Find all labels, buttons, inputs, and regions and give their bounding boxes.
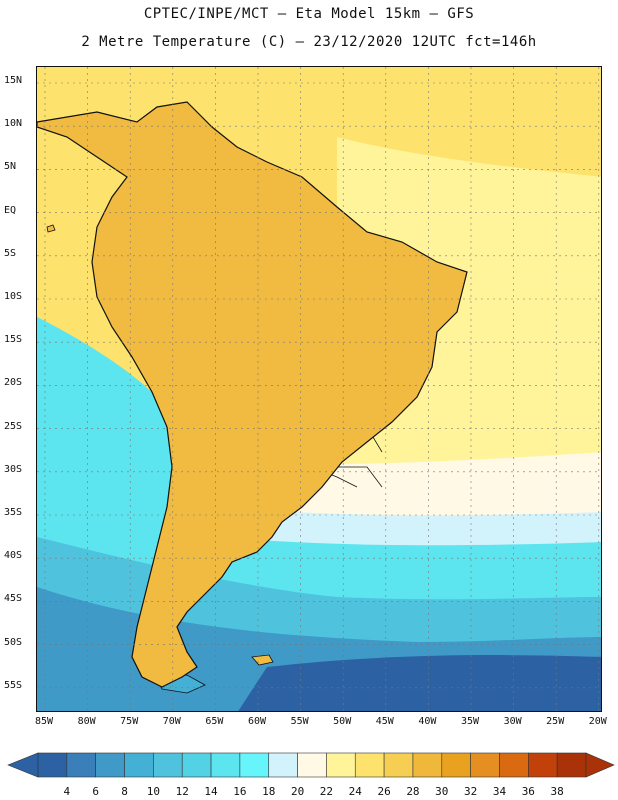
colorbar-tick-label: 8 — [121, 785, 128, 798]
colorbar-swatch — [528, 752, 558, 778]
colorbar-swatch — [297, 752, 327, 778]
lat-lon-graticule — [37, 67, 601, 711]
latitude-tick-label: 45S — [4, 593, 23, 605]
temperature-map — [37, 67, 601, 711]
latitude-tick-label: 30S — [4, 463, 23, 475]
colorbar-tick-label: 36 — [521, 785, 535, 798]
longitude-tick-label: 80W — [77, 716, 96, 727]
longitude-tick-label: 45W — [375, 716, 394, 727]
latitude-tick-label: 35S — [4, 507, 23, 518]
colorbar-swatch — [66, 752, 96, 778]
latitude-tick-label: EQ — [4, 204, 17, 216]
colorbar-tick-label: 26 — [377, 785, 391, 798]
longitude-tick-label: 65W — [205, 716, 224, 727]
colorbar-tick-label: 34 — [492, 785, 507, 798]
colorbar-tick-label: 16 — [233, 785, 247, 798]
ocean-deepest-band — [238, 655, 601, 711]
colorbar-tick-label: 30 — [435, 785, 449, 798]
colorbar-swatch — [556, 752, 587, 778]
colorbar-swatch — [210, 752, 241, 778]
longitude-tick-label: 55W — [290, 716, 309, 727]
longitude-tick-label: 20W — [588, 716, 607, 727]
longitude-tick-label: 85W — [34, 716, 54, 727]
longitude-tick-label: 70W — [162, 716, 181, 727]
latitude-tick-label: 10S — [4, 291, 23, 302]
latitude-tick-label: 5N — [4, 161, 17, 173]
colorbar-swatch — [124, 752, 154, 778]
colorbar-max-arrow — [585, 752, 615, 778]
falkland-islands — [251, 654, 274, 666]
map-subtitle: 2 Metre Temperature (C) – 23/12/2020 12U… — [81, 34, 537, 50]
colorbar-swatch — [470, 752, 500, 778]
colorbar-swatch — [354, 752, 385, 778]
latitude-tick-label: 5S — [4, 247, 17, 259]
colorbar-swatch — [153, 752, 183, 778]
colorbar-tick-label: 12 — [175, 785, 189, 798]
map-panel[interactable] — [36, 66, 602, 712]
colorbar-tick-label: 32 — [464, 785, 478, 798]
colorbar-tick-label: 22 — [319, 785, 334, 798]
latitude-tick-label: 20S — [4, 377, 23, 389]
colorbar-tick-label: 4 — [63, 785, 71, 798]
latitude-tick-label: 15S — [4, 334, 23, 346]
colorbar-swatch — [181, 752, 212, 778]
colorbar-swatch — [268, 752, 298, 778]
latitude-tick-label: 40S — [4, 550, 23, 562]
colorbar-swatch — [326, 752, 356, 778]
colorbar-tick-label: 24 — [348, 785, 362, 798]
latitude-tick-label: 55S — [4, 679, 23, 691]
colorbar-swatch — [239, 752, 270, 778]
map-title: CPTEC/INPE/MCT – Eta Model 15km – GFS — [143, 6, 475, 22]
latitude-tick-label: 15N — [4, 75, 23, 86]
latitude-tick-label: 10N — [4, 118, 23, 130]
longitude-tick-label: 75W — [120, 716, 139, 727]
colorbar-swatch — [37, 752, 68, 778]
longitude-tick-label: 30W — [503, 716, 522, 727]
longitude-tick-label: 60W — [247, 716, 267, 727]
colorbar-min-arrow — [7, 752, 39, 778]
colorbar-tick-label: 14 — [204, 785, 218, 798]
colorbar-swatch — [499, 752, 529, 778]
temperature-colorbar — [7, 752, 615, 778]
colorbar-swatch — [441, 752, 471, 778]
colorbar-tick-label: 20 — [290, 785, 305, 798]
longitude-tick-label: 40W — [418, 716, 437, 727]
colorbar-tick-label: 6 — [92, 785, 99, 798]
galapagos-islands — [46, 224, 56, 233]
colorbar-swatch — [412, 752, 443, 778]
colorbar-tick-label: 28 — [406, 785, 420, 798]
longitude-tick-label: 35W — [460, 716, 480, 727]
colorbar-tick-label: 10 — [146, 785, 160, 798]
longitude-tick-label: 50W — [333, 716, 352, 727]
latitude-tick-label: 25S — [4, 420, 23, 432]
longitude-tick-label: 25W — [546, 716, 565, 727]
colorbar-swatch — [95, 752, 125, 778]
colorbar-tick-label: 18 — [262, 785, 276, 798]
colorbar-swatch — [383, 752, 414, 778]
latitude-tick-label: 50S — [4, 636, 23, 648]
colorbar-tick-label: 38 — [550, 785, 564, 798]
